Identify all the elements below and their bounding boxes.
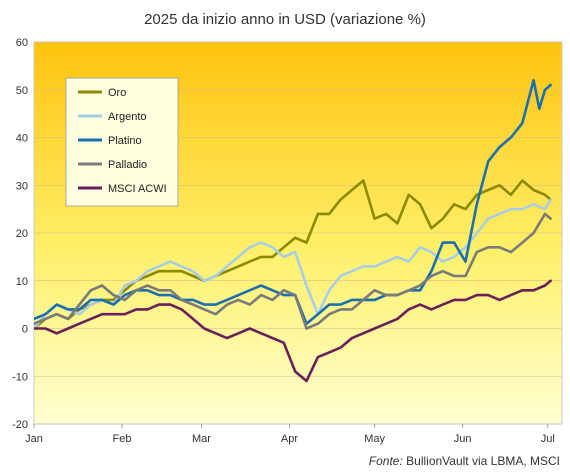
legend-label: Argento bbox=[108, 111, 147, 123]
y-tick-label: 40 bbox=[16, 133, 28, 145]
chart-title: 2025 da inizio anno in USD (variazione %… bbox=[144, 11, 426, 28]
x-tick-label: Jul bbox=[541, 433, 555, 445]
legend-box bbox=[65, 77, 179, 207]
y-axis: -20 -10 0 10 20 30 40 50 60 bbox=[12, 37, 28, 431]
y-tick-label: 60 bbox=[16, 37, 28, 49]
x-tick-label: Apr bbox=[281, 433, 298, 445]
legend-label: Palladio bbox=[108, 159, 147, 171]
y-tick-label: 50 bbox=[16, 85, 28, 97]
x-tick-label: Feb bbox=[113, 433, 132, 445]
y-tick-label: -10 bbox=[12, 371, 28, 383]
x-tick-label: Jun bbox=[454, 433, 472, 445]
source-note: Fonte: BullionVault via LBMA, MSCI bbox=[369, 454, 560, 468]
x-tick-label: Jan bbox=[25, 433, 43, 445]
x-tick-label: Mar bbox=[192, 433, 211, 445]
series-line-palladio bbox=[34, 212, 552, 330]
x-tick-label: May bbox=[364, 433, 385, 445]
y-tick-label: 0 bbox=[22, 324, 28, 336]
legend-label: MSCI ACWI bbox=[108, 183, 167, 195]
legend: Oro Argento Platino Palladio MSCI ACWI bbox=[65, 77, 179, 207]
legend-label: Platino bbox=[108, 135, 142, 147]
y-tick-label: -20 bbox=[12, 419, 28, 431]
y-tick-label: 30 bbox=[16, 180, 28, 192]
source-text: BullionVault via LBMA, MSCI bbox=[406, 454, 560, 468]
series-line-msci-acwi bbox=[34, 279, 552, 383]
series-lines bbox=[34, 78, 552, 383]
y-tick-label: 10 bbox=[16, 276, 28, 288]
x-axis: Jan Feb Mar Apr May Jun Jul bbox=[25, 424, 555, 445]
y-tick-label: 20 bbox=[16, 228, 28, 240]
legend-label: Oro bbox=[108, 87, 126, 99]
source-label: Fonte: bbox=[368, 454, 403, 468]
